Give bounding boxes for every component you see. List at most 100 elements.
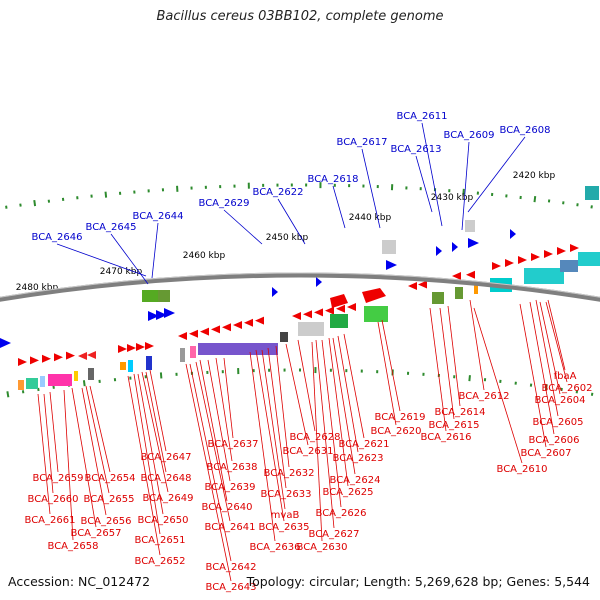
lower-gene-label: BCA_2654 <box>85 473 136 484</box>
gene-feature-block <box>280 332 288 342</box>
ruler-labels: 2420 kbp 2430 kbp 2440 kbp 2450 kbp 2460 kbp… <box>16 171 556 293</box>
inner-tick <box>360 369 363 373</box>
gene-feature-block <box>474 284 478 294</box>
inner-tick <box>6 391 10 398</box>
upper-gene-label: BCA_2629 <box>199 198 250 209</box>
gene-arrow-red <box>492 262 501 270</box>
gene-arrow-blue <box>468 238 479 248</box>
outer-tick <box>305 183 308 187</box>
gene-arrow-red <box>408 282 417 290</box>
lower-leader-line <box>337 335 359 453</box>
gene-feature-block <box>382 240 396 254</box>
gene-arrow-red <box>30 356 39 365</box>
lower-leader-line <box>377 321 397 426</box>
upper-gene-label: BCA_2617 <box>337 137 388 148</box>
genome-title: Bacillus cereus 03BB102, complete genome <box>156 9 444 24</box>
outer-tick <box>219 185 222 189</box>
lower-leader-line <box>297 339 316 432</box>
lower-gene-label: BCA_2621 <box>339 439 390 450</box>
gene-feature-block <box>364 306 388 322</box>
gene-feature-block <box>48 374 72 386</box>
lower-leader-line <box>311 341 323 542</box>
gene-feature-block <box>18 380 24 390</box>
outer-tick <box>547 199 551 203</box>
lower-gene-label: BCA_2660 <box>28 494 79 505</box>
gene-arrow-blue <box>316 277 322 287</box>
lower-leader-line <box>267 347 287 489</box>
lower-leader-line <box>43 393 54 494</box>
lower-leader-line <box>85 385 110 494</box>
lower-leader-line <box>469 299 485 391</box>
outer-tick <box>190 186 193 190</box>
upper-gene-label: BCA_2609 <box>444 130 495 141</box>
outer-tick <box>319 182 322 189</box>
outer-tick <box>333 183 336 187</box>
lower-leader-line <box>215 357 233 462</box>
lower-gene-label: fbaA <box>554 371 577 382</box>
lower-leader-line <box>81 387 107 516</box>
lower-leader-line <box>145 371 167 473</box>
gene-arrow-red <box>303 310 312 319</box>
lower-gene-label: BCA_2648 <box>141 473 192 484</box>
lower-leader-line <box>535 299 559 417</box>
lower-gene-label: BCA_2636 <box>250 542 301 553</box>
gene-arrow-red <box>505 259 514 267</box>
lower-leader-line <box>439 307 455 420</box>
outer-tick <box>233 184 236 188</box>
lower-leader-line <box>249 351 276 542</box>
lower-gene-label: BCA_2615 <box>429 420 480 431</box>
upper-gene-labels: BCA_2608 BCA_2609 BCA_2611 BCA_2613BCA_2617… <box>32 111 551 285</box>
gene-feature-block <box>142 290 158 302</box>
gene-arrow-red <box>78 352 87 360</box>
gene-feature-block <box>578 252 600 266</box>
gene-arrow-red <box>222 323 231 332</box>
gene-feature-block <box>198 343 278 355</box>
gene-arrow-red <box>518 256 527 264</box>
gene-feature-block <box>158 290 170 302</box>
gene-arrow-red <box>127 344 136 352</box>
outer-tick <box>133 190 136 194</box>
lower-gene-label: BCA_2657 <box>71 528 122 539</box>
inner-tick <box>299 368 301 372</box>
lower-gene-label: BCA_2624 <box>330 475 381 486</box>
gene-feature-block <box>455 287 463 299</box>
gene-arrow-blue <box>452 242 458 252</box>
lower-gene-label: BCA_2625 <box>323 487 374 498</box>
outer-tick <box>147 189 150 193</box>
gene-arrow-blue <box>164 308 175 318</box>
gene-feature-block <box>560 260 578 272</box>
outer-tick <box>161 188 165 192</box>
inner-tick <box>422 372 425 376</box>
lower-gene-label: BCA_2605 <box>533 417 584 428</box>
inner-tick <box>483 378 487 382</box>
inner-tick <box>514 381 517 385</box>
inner-tick <box>144 375 147 379</box>
backbone-highlight <box>0 272 600 298</box>
inner-tick <box>175 372 178 376</box>
gene-arrow-red <box>189 329 198 338</box>
outer-tick <box>419 187 422 191</box>
lower-leader-line <box>71 387 97 528</box>
upper-gene-label: BCA_2608 <box>500 125 551 136</box>
gene-arrow-blue <box>0 338 11 348</box>
outer-tick <box>33 199 37 207</box>
gene-arrow-blue <box>156 310 167 320</box>
lower-gene-label: BCA_2628 <box>290 432 341 443</box>
ruler-label: 2420 kbp <box>513 171 556 181</box>
gene-arrow-red <box>336 304 345 313</box>
outer-tick <box>176 185 179 192</box>
outer-tick <box>290 183 293 187</box>
upper-leader-line <box>461 141 470 231</box>
inner-tick <box>82 380 86 387</box>
lower-leader-line <box>332 337 356 475</box>
gene-feature-block <box>146 356 152 370</box>
lower-gene-label: BCA_2632 <box>264 468 315 479</box>
gene-arrow-red <box>466 270 475 279</box>
gene-arrow-red <box>178 332 187 340</box>
lower-leader-line <box>149 369 167 452</box>
outer-tick <box>61 197 65 202</box>
lower-gene-label: BCA_2626 <box>316 508 367 519</box>
lower-leader-line <box>275 345 290 468</box>
gene-feature-block <box>524 268 564 284</box>
gene-arrow-red <box>66 351 75 360</box>
